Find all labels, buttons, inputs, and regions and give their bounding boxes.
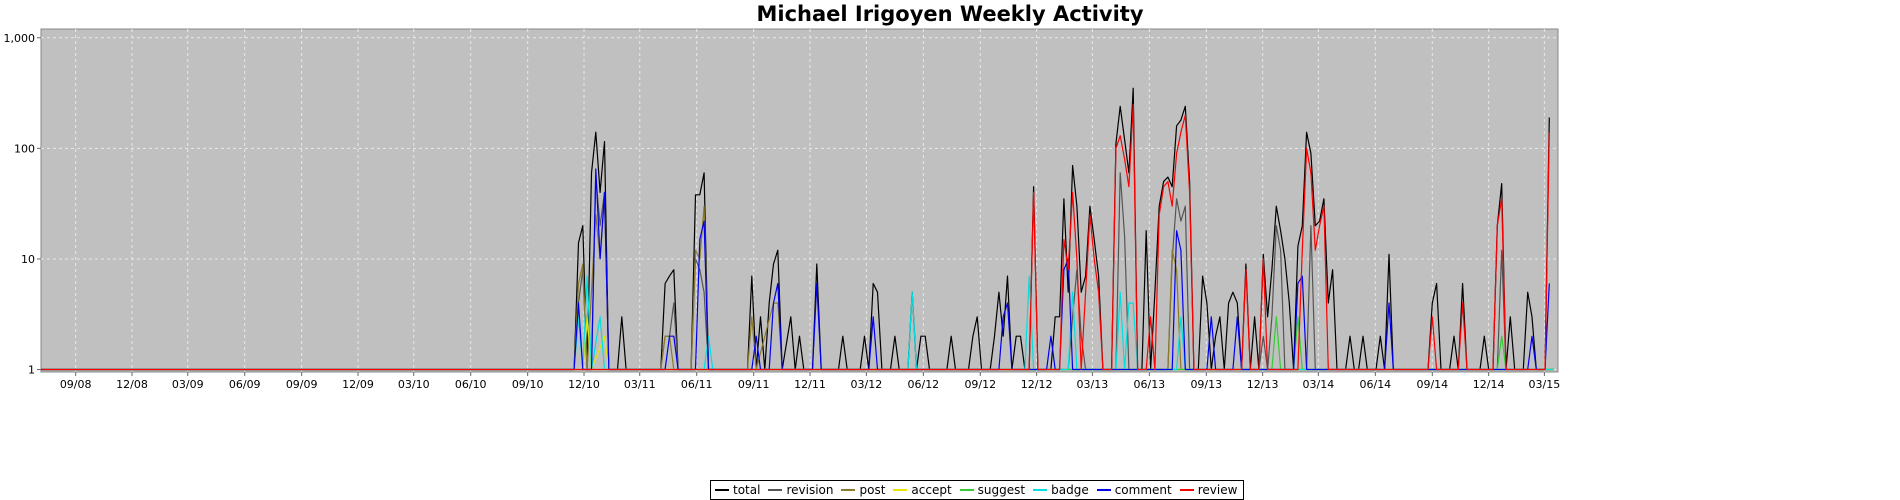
legend-swatch — [841, 489, 856, 491]
chart-title: Michael Irigoyen Weekly Activity — [756, 2, 1144, 26]
legend-item-comment: comment — [1096, 483, 1172, 497]
series-line-suggest — [41, 316, 1554, 371]
y-tick-label: 1,000 — [4, 32, 36, 45]
legend-label: accept — [911, 483, 952, 497]
legend-item-accept: accept — [893, 483, 952, 497]
x-tick-label: 06/14 — [1359, 378, 1391, 391]
x-tick-label: 09/08 — [60, 378, 92, 391]
legend-swatch — [1096, 489, 1111, 491]
x-tick-label: 06/13 — [1133, 378, 1165, 391]
legend-label: revision — [786, 483, 834, 497]
legend-item-review: review — [1179, 483, 1238, 497]
x-tick-label: 12/09 — [342, 378, 374, 391]
y-tick-label: 1 — [28, 364, 35, 377]
legend-swatch — [1033, 489, 1048, 491]
legend-swatch — [893, 489, 908, 491]
y-tick-label: 100 — [14, 142, 35, 155]
x-tick-label: 09/09 — [286, 378, 318, 391]
x-tick-label: 09/14 — [1416, 378, 1448, 391]
x-tick-label: 09/11 — [738, 378, 770, 391]
legend-label: total — [733, 483, 761, 497]
legend-label: post — [859, 483, 886, 497]
x-tick-label: 12/11 — [794, 378, 826, 391]
legend-swatch — [1179, 489, 1194, 491]
x-tick-label: 12/10 — [568, 378, 600, 391]
legend-label: badge — [1051, 483, 1089, 497]
legend-item-total: total — [715, 483, 760, 497]
x-tick-label: 06/09 — [229, 378, 261, 391]
legend-label: suggest — [977, 483, 1026, 497]
x-tick-label: 06/10 — [455, 378, 487, 391]
x-tick-label: 12/12 — [1021, 378, 1053, 391]
chart-canvas: 09/08 12/08 03/09 06/09 09/09 12/09 03/10 06/10… — [4, 28, 1561, 391]
x-tick-label: 09/13 — [1190, 378, 1222, 391]
legend-swatch — [715, 489, 729, 491]
legend-swatch — [959, 489, 974, 491]
legend-label: review — [1197, 483, 1238, 497]
plot-area — [40, 28, 1559, 373]
x-tick-label: 03/13 — [1077, 378, 1109, 391]
axes: 09/08 12/08 03/09 06/09 09/09 12/09 03/10 06/10… — [4, 32, 1561, 391]
legend-item-suggest: suggest — [959, 483, 1026, 497]
x-tick-label: 03/15 — [1529, 378, 1561, 391]
legend-label: comment — [1114, 483, 1172, 497]
x-tick-label: 12/08 — [116, 378, 148, 391]
chart-legend: total revision post accept suggest badge comme… — [710, 480, 1245, 500]
series-lines — [41, 87, 1554, 371]
x-tick-label: 03/11 — [624, 378, 656, 391]
legend-item-badge: badge — [1033, 483, 1089, 497]
x-tick-label: 03/14 — [1303, 378, 1335, 391]
series-line-badge — [41, 275, 1554, 371]
x-tick-label: 03/10 — [398, 378, 430, 391]
legend-item-revision: revision — [768, 483, 833, 497]
legend-item-post: post — [841, 483, 885, 497]
y-tick-label: 10 — [21, 253, 35, 266]
x-tick-label: 06/11 — [681, 378, 713, 391]
x-tick-label: 06/12 — [907, 378, 939, 391]
x-tick-label: 09/10 — [512, 378, 544, 391]
x-tick-label: 03/12 — [851, 378, 883, 391]
x-tick-label: 12/13 — [1247, 378, 1279, 391]
series-line-review — [41, 103, 1550, 371]
x-tick-label: 03/09 — [172, 378, 204, 391]
series-line-comment — [41, 168, 1550, 371]
x-tick-label: 09/12 — [964, 378, 996, 391]
x-tick-label: 12/14 — [1473, 378, 1505, 391]
legend-swatch — [768, 489, 783, 491]
